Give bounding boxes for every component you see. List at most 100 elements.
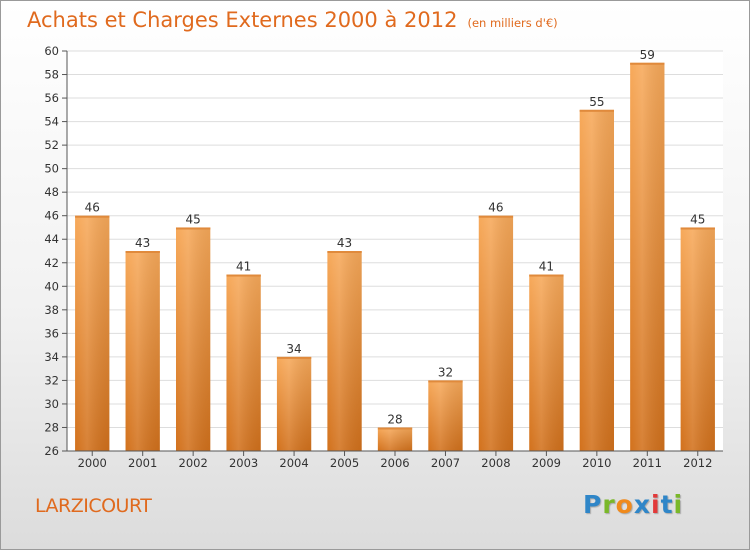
x-tick-label: 2003 <box>229 456 258 470</box>
x-tick-label: 2008 <box>481 456 510 470</box>
chart-title: Achats et Charges Externes 2000 à 2012 (e… <box>27 8 558 32</box>
y-tick-label: 48 <box>44 185 59 199</box>
data-label: 32 <box>438 365 453 379</box>
logo-letter: r <box>602 490 616 519</box>
data-label: 55 <box>589 95 604 109</box>
data-label: 46 <box>85 201 100 215</box>
bar-top-edge <box>276 356 312 359</box>
plot-area <box>67 51 723 451</box>
bar-2005 <box>327 251 362 451</box>
chart-subtitle: (en milliers d'€) <box>467 16 558 30</box>
data-label: 59 <box>640 48 655 62</box>
bar-2012 <box>680 227 715 451</box>
x-tick-label: 2006 <box>380 456 409 470</box>
x-tick-label: 2010 <box>582 456 611 470</box>
y-tick-label: 26 <box>44 444 59 458</box>
bar-2002 <box>175 227 211 451</box>
bar-shine <box>75 215 110 451</box>
logo-letter: x <box>633 490 651 519</box>
bar-2000 <box>75 215 110 451</box>
commune-name: LARZICOURT <box>35 495 152 517</box>
logo-letter: P <box>583 490 603 519</box>
bar-top-edge <box>579 109 615 112</box>
y-tick-label: 56 <box>44 91 59 105</box>
bar-2008 <box>478 215 514 451</box>
bar-shine <box>327 251 362 451</box>
bar-top-edge <box>226 274 261 277</box>
bar-top-edge <box>327 251 362 253</box>
bars <box>75 62 715 451</box>
data-labels: 46 43 45 41 34 43 28 32 46 41 55 59 45 <box>85 48 706 427</box>
x-axis: 2000 2001 2002 2003 2004 2005 2006 2007 2008 2009… <box>67 450 723 470</box>
bar-shine <box>175 227 211 451</box>
chart-title-text: Achats et Charges Externes 2000 à 2012 <box>27 8 458 32</box>
data-label: 46 <box>488 201 503 215</box>
y-tick-label: 44 <box>44 232 59 246</box>
bar-top-edge <box>428 380 463 383</box>
x-tick-label: 2012 <box>683 456 712 470</box>
bar-top-edge <box>680 227 715 230</box>
bar-2007 <box>428 380 463 451</box>
x-tick-label: 2005 <box>330 456 359 470</box>
x-tick-label: 2007 <box>431 456 460 470</box>
y-tick-label: 60 <box>44 44 59 58</box>
y-tick-label: 42 <box>44 256 59 270</box>
y-axis: 26 28 30 32 34 36 38 40 42 44 46 48 50 52 54 56 58 60 <box>44 44 68 458</box>
bar-shine <box>377 427 413 451</box>
y-tick-label: 36 <box>44 326 59 340</box>
y-tick-label: 40 <box>44 279 59 293</box>
data-label: 41 <box>236 260 251 274</box>
bar-shine <box>276 356 312 451</box>
data-label: 28 <box>387 412 402 426</box>
data-label: 45 <box>186 212 201 226</box>
x-tick-label: 2000 <box>78 456 107 470</box>
data-label: 43 <box>135 236 150 250</box>
y-tick-label: 32 <box>44 373 59 387</box>
logo-letter: o <box>615 490 634 519</box>
bar-2010 <box>579 109 615 451</box>
y-tick-label: 52 <box>44 138 59 152</box>
logo-letter: i <box>651 490 661 519</box>
bar-2003 <box>226 274 261 451</box>
bar-shine <box>630 62 665 451</box>
x-tick-label: 2011 <box>633 456 662 470</box>
y-tick-label: 38 <box>44 303 59 317</box>
bar-2006 <box>377 427 413 451</box>
y-tick-label: 50 <box>44 162 59 176</box>
bar-top-edge <box>125 251 160 253</box>
bar-2001 <box>125 251 160 451</box>
x-tick-label: 2002 <box>179 456 208 470</box>
y-tick-label: 58 <box>44 68 59 82</box>
bar-shine <box>478 215 514 451</box>
bar-shine <box>529 274 564 451</box>
bar-top-edge <box>478 215 514 218</box>
y-tick-label: 46 <box>44 209 59 223</box>
data-label: 43 <box>337 236 352 250</box>
bar-shine <box>125 251 160 451</box>
x-tick-label: 2001 <box>128 456 157 470</box>
bar-2011 <box>630 62 665 451</box>
x-tick-label: 2009 <box>532 456 561 470</box>
y-tick-label: 30 <box>44 397 59 411</box>
bar-top-edge <box>529 274 564 277</box>
logo-letter: i <box>673 490 684 519</box>
bar-2009 <box>529 274 564 451</box>
data-label: 41 <box>539 260 554 274</box>
y-tick-label: 28 <box>44 420 59 434</box>
bar-2004 <box>276 356 312 451</box>
bar-top-edge <box>377 427 413 430</box>
bar-top-edge <box>630 62 665 65</box>
bar-shine <box>226 274 261 451</box>
bar-top-edge <box>75 215 110 218</box>
x-tick-label: 2004 <box>279 456 308 470</box>
proxiti-logo: Proxiti <box>583 490 683 519</box>
plot-background <box>67 51 723 451</box>
data-label: 34 <box>286 342 301 356</box>
y-tick-label: 34 <box>44 350 59 364</box>
logo-letter: t <box>660 490 674 519</box>
bar-shine <box>579 109 615 451</box>
bar-top-edge <box>175 227 211 230</box>
bar-shine <box>428 380 463 451</box>
